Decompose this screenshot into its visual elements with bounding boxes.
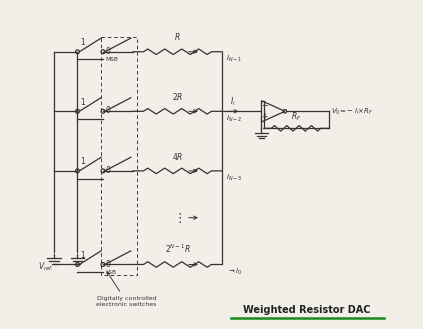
Text: $I_{N-2}$: $I_{N-2}$ — [225, 114, 242, 124]
Text: $2^{N-1}R$: $2^{N-1}R$ — [165, 243, 190, 255]
Text: 0: 0 — [106, 107, 111, 115]
Text: $R$: $R$ — [174, 31, 181, 42]
Text: Weighted Resistor DAC: Weighted Resistor DAC — [244, 305, 371, 316]
Text: 0: 0 — [106, 260, 111, 268]
Text: 1: 1 — [80, 38, 85, 47]
Text: 1: 1 — [80, 158, 85, 166]
Text: $I_{N-3}$: $I_{N-3}$ — [225, 173, 242, 184]
Text: $V_{ref.}$: $V_{ref.}$ — [38, 260, 54, 273]
Text: 1: 1 — [80, 251, 85, 260]
Text: 0: 0 — [106, 166, 111, 175]
Text: $I_i$: $I_i$ — [230, 95, 236, 108]
Text: $V_0\!=\!-I_i\!\times\! R_F$: $V_0\!=\!-I_i\!\times\! R_F$ — [332, 107, 374, 117]
Text: −: − — [261, 101, 268, 110]
Text: 0: 0 — [106, 47, 111, 56]
Text: $R_F$: $R_F$ — [291, 111, 301, 123]
Text: 1: 1 — [80, 98, 85, 107]
Text: $2R$: $2R$ — [172, 91, 183, 102]
Text: MSB: MSB — [105, 57, 118, 62]
Text: $4R$: $4R$ — [172, 151, 183, 162]
Text: LSB: LSB — [105, 270, 116, 275]
Text: $\rightarrow I_0$: $\rightarrow I_0$ — [227, 267, 243, 277]
Text: Digitally controlled
electronic switches: Digitally controlled electronic switches — [96, 272, 157, 307]
Text: +: + — [261, 112, 268, 121]
Text: $\vdots$: $\vdots$ — [173, 211, 182, 225]
Text: $I_{N-1}$: $I_{N-1}$ — [225, 54, 242, 64]
